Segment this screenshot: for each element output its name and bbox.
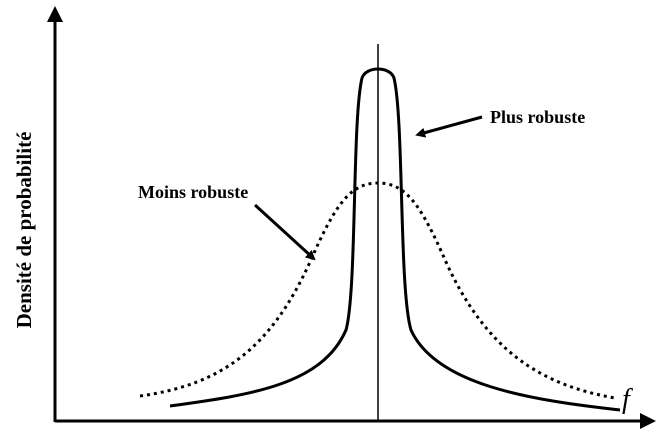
y-axis-label: Densité de probabilité (12, 132, 36, 329)
less-robust-label: Moins robuste (138, 182, 248, 202)
robust-curve (169, 67, 621, 412)
less-robust-arrow (253, 203, 316, 261)
x-axis-label: f (622, 384, 633, 415)
robust-label: Plus robuste (490, 107, 585, 127)
y-axis-arrow (47, 6, 63, 22)
x-axis-arrow (640, 413, 656, 429)
less-robust-curve (139, 181, 616, 400)
robust-arrow (415, 115, 483, 138)
